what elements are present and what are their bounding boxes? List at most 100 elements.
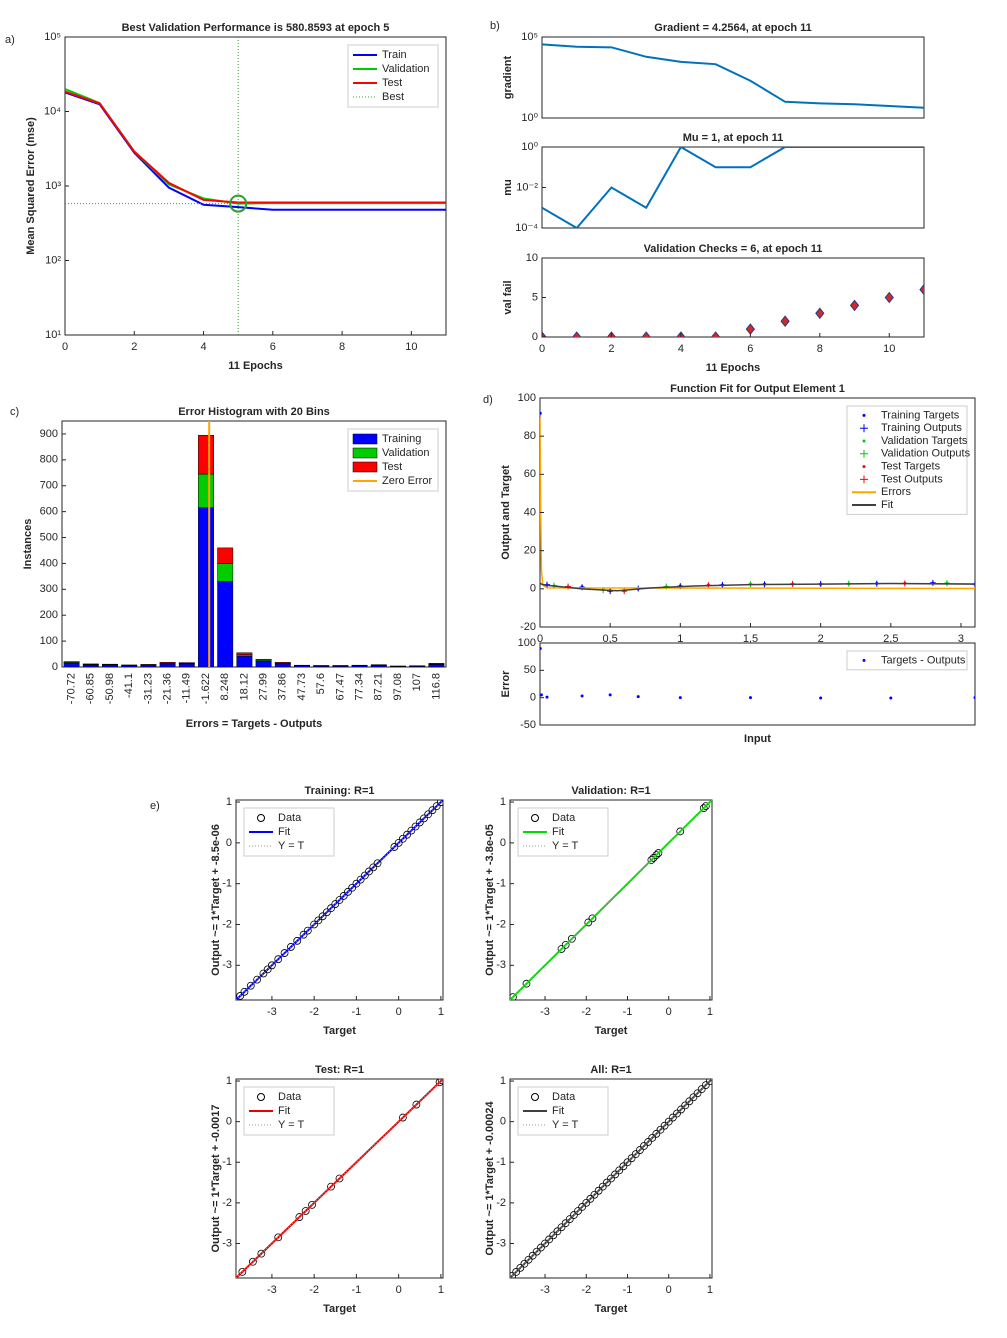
legend-label: Targets - Outputs — [881, 654, 966, 666]
x-tick-label: -3 — [267, 1284, 277, 1296]
plot-area — [542, 283, 924, 337]
point — [636, 695, 640, 699]
point — [660, 1121, 669, 1130]
panel-label: a) — [5, 34, 15, 46]
series-line — [540, 582, 975, 592]
legend-swatch — [257, 814, 265, 822]
x-tick-label: -11.49 — [181, 673, 193, 703]
y-axis-label: Mean Squared Error (mse) — [25, 117, 37, 255]
x-tick-label: 1,5 — [743, 633, 758, 645]
plot-title: Function Fit for Output Element 1 — [670, 383, 845, 395]
legend-swatch — [531, 1093, 539, 1101]
legend-swatch — [352, 433, 378, 445]
point — [780, 315, 790, 328]
y-tick-label: -3 — [496, 1237, 506, 1249]
fit-line — [236, 1079, 443, 1278]
point — [590, 1190, 599, 1199]
x-tick-label: -41.1 — [123, 673, 135, 698]
point — [693, 1089, 702, 1098]
axes-frame — [541, 257, 925, 338]
y-tick-label: 0 — [532, 331, 538, 343]
x-tick-label: 3 — [958, 633, 964, 645]
point — [420, 814, 428, 823]
plot-area — [510, 800, 712, 1000]
legend-label: Data — [552, 812, 576, 824]
legend: Training Validation Test Zero Error — [347, 428, 439, 492]
bar-segment — [198, 507, 214, 667]
legend: Data Fit Y = T — [243, 807, 335, 857]
point — [301, 1207, 310, 1215]
plot-area — [540, 646, 975, 700]
y-tick-label: 800 — [40, 454, 58, 466]
y-axis-label: gradient — [502, 55, 514, 99]
x-tick-label: 47.73 — [296, 673, 308, 701]
y-tick-label: 700 — [40, 480, 58, 492]
point — [594, 1186, 603, 1195]
panel-label: b) — [490, 20, 500, 32]
series-line — [540, 417, 975, 590]
x-axis-label: Target — [595, 1025, 628, 1037]
plot-title: Gradient = 4.2564, at epoch 11 — [654, 22, 811, 34]
plot-line: Mu = 1, at epoch 11 mu 10⁻⁴ 10⁻² 10⁰ — [502, 132, 925, 234]
plot-fit: Error Input -50 0 50 100 Targets - Outputs — [500, 637, 976, 745]
x-tick-label: 37.86 — [277, 673, 289, 701]
point — [635, 1146, 644, 1154]
legend-label: Errors — [881, 486, 911, 498]
point — [557, 1223, 566, 1232]
plot-title: Validation: R=1 — [571, 785, 650, 797]
point — [510, 993, 517, 1000]
y-tick-label: -2 — [222, 1197, 232, 1209]
point — [522, 979, 531, 988]
x-tick-label: 1 — [438, 1284, 444, 1296]
y-axis-label: Instances — [22, 519, 34, 570]
x-tick-label: 1 — [707, 1284, 713, 1296]
point — [641, 331, 651, 337]
point — [586, 1194, 595, 1203]
y-axis-label: mu — [502, 179, 514, 196]
point — [540, 646, 542, 650]
legend: Data Fit Y = T — [517, 807, 609, 857]
legend-swatch — [352, 447, 378, 459]
legend-label: Y = T — [552, 1119, 578, 1131]
point — [640, 1142, 648, 1150]
point — [435, 1079, 443, 1087]
best-marker — [229, 194, 248, 213]
x-tick-label: -1 — [352, 1006, 362, 1018]
y-tick-label: -3 — [222, 959, 232, 971]
x-tick-label: 8 — [817, 343, 823, 355]
point — [398, 834, 407, 843]
plot-bar: Error Histogram with 20 Bins Instances Err… — [22, 406, 447, 730]
fit-line — [510, 800, 712, 1000]
point — [327, 1182, 335, 1191]
plot-area — [542, 147, 924, 228]
point — [327, 904, 335, 913]
plot-scatter: Validation Checks = 6, at epoch 11 val fa… — [502, 243, 925, 374]
bar-segment — [63, 662, 80, 667]
x-tick-label: 87.21 — [373, 673, 385, 701]
point — [510, 1272, 516, 1278]
point — [681, 1101, 690, 1110]
y-tick-label: 40 — [524, 506, 536, 518]
axes-frame — [541, 146, 925, 229]
x-tick-label: -1 — [623, 1284, 633, 1296]
y-tick-label: 1 — [500, 1075, 506, 1087]
point — [365, 867, 373, 876]
point — [919, 283, 924, 296]
point — [314, 916, 323, 925]
x-tick-label: -1.622 — [200, 673, 212, 704]
legend-swatch — [352, 461, 378, 473]
plot-fit: Function Fit for Output Element 1 Output … — [500, 383, 976, 645]
x-tick-label: 97.08 — [392, 673, 404, 701]
plot-area — [63, 421, 445, 667]
point — [673, 1109, 681, 1118]
point — [318, 912, 327, 921]
point — [335, 896, 344, 904]
legend-label: Validation Outputs — [881, 448, 971, 460]
y-tick-label: 400 — [40, 557, 58, 569]
point — [565, 1215, 574, 1224]
point — [287, 943, 295, 951]
point — [569, 1211, 578, 1219]
y-tick-label: -50 — [520, 719, 536, 731]
y-tick-label: 10⁰ — [521, 112, 538, 124]
